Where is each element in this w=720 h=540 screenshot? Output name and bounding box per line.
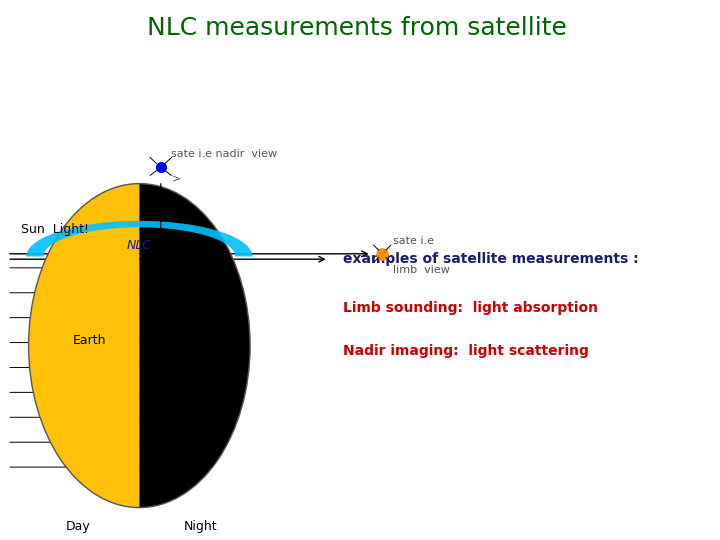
- Text: Earth: Earth: [73, 334, 107, 347]
- Text: Nadir imaging:  light scattering: Nadir imaging: light scattering: [343, 344, 589, 358]
- Text: NLC measurements from satellite: NLC measurements from satellite: [148, 16, 567, 40]
- Text: examples of satellite measurements :: examples of satellite measurements :: [343, 252, 639, 266]
- Polygon shape: [29, 184, 140, 508]
- Polygon shape: [27, 221, 252, 256]
- Text: Day: Day: [66, 520, 91, 533]
- Text: Night: Night: [184, 520, 217, 533]
- Text: NLC: NLC: [127, 239, 152, 252]
- Text: Sun  Light!: Sun Light!: [22, 223, 89, 236]
- Text: sate i.e: sate i.e: [393, 235, 434, 246]
- Text: limb  view: limb view: [393, 265, 450, 275]
- Polygon shape: [140, 184, 250, 508]
- Text: >: >: [171, 173, 181, 183]
- Text: Limb sounding:  light absorption: Limb sounding: light absorption: [343, 301, 598, 315]
- Text: sate i.e nadir  view: sate i.e nadir view: [171, 149, 278, 159]
